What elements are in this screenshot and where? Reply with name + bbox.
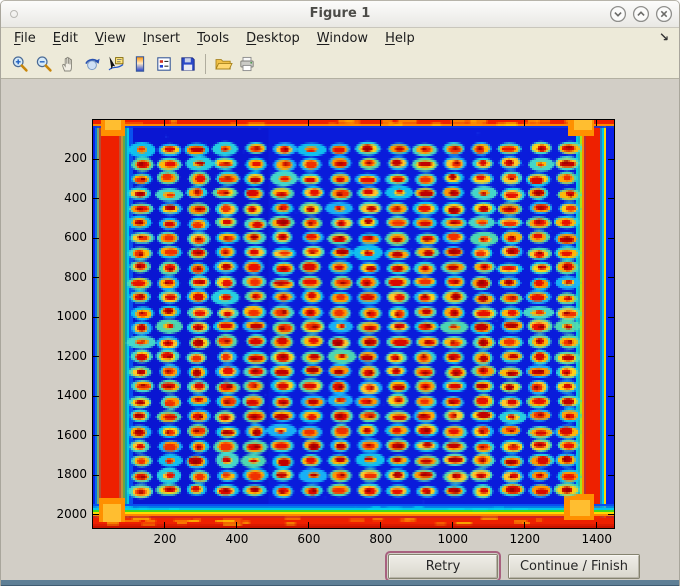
legend-icon	[157, 56, 171, 71]
insert-colorbar-button[interactable]	[129, 52, 151, 76]
dock-figure-icon[interactable]: ↘	[658, 30, 669, 44]
chevron-down-icon	[609, 5, 627, 23]
y-tick-label: 1600	[56, 427, 87, 442]
printer-icon	[240, 56, 254, 71]
zoom-in-button[interactable]	[9, 52, 31, 76]
y-tick-label: 2000	[56, 506, 87, 521]
chevron-up-icon	[632, 5, 650, 23]
y-axis-labels: 200 400 600 800 1000 1200 1400 1600 1800 2000	[39, 120, 87, 528]
save-icon	[181, 56, 195, 71]
microarray-image[interactable]	[93, 120, 614, 528]
rotate-3d-button[interactable]	[81, 52, 103, 76]
close-button[interactable]	[655, 5, 673, 23]
shade-button[interactable]	[609, 5, 627, 23]
toolbar-separator	[205, 53, 206, 74]
menu-window[interactable]: Window	[316, 31, 369, 46]
y-tick-label: 800	[64, 269, 87, 284]
title-bar[interactable]: Figure 1	[1, 1, 679, 28]
y-tick-label: 1200	[56, 348, 87, 363]
maximize-button[interactable]	[632, 5, 650, 23]
insert-legend-button[interactable]	[153, 52, 175, 76]
menu-view[interactable]: View	[94, 31, 126, 46]
data-cursor-button[interactable]	[105, 52, 127, 76]
pan-hand-icon	[62, 56, 72, 71]
window-controls	[609, 5, 673, 23]
y-tick-label: 600	[64, 230, 87, 245]
menu-help[interactable]: Help	[385, 31, 415, 46]
menu-edit[interactable]: Edit	[52, 31, 78, 46]
plot-axes	[92, 119, 615, 529]
window-title: Figure 1	[309, 6, 371, 21]
menu-file[interactable]: File	[14, 31, 36, 46]
menu-desktop[interactable]: Desktop	[246, 31, 300, 46]
x-tick-label: 1200	[509, 532, 541, 546]
menu-bar: File Edit View Insert Tools Desktop Wind…	[1, 28, 679, 49]
x-tick-label: 600	[297, 532, 321, 546]
menu-insert[interactable]: Insert	[142, 31, 181, 46]
zoom-out-icon	[36, 55, 52, 72]
x-tick-label: 1000	[437, 532, 469, 546]
pan-button[interactable]	[57, 52, 79, 76]
rotate-3d-icon	[85, 58, 100, 70]
zoom-out-button[interactable]	[33, 52, 55, 76]
x-tick-label: 400	[225, 532, 249, 546]
print-figure-button[interactable]	[236, 52, 258, 76]
y-tick-label: 1400	[56, 388, 87, 403]
open-file-button[interactable]	[212, 52, 234, 76]
y-tick-label: 1000	[56, 309, 87, 324]
x-tick-label: 800	[369, 532, 393, 546]
y-tick-label: 400	[64, 190, 87, 205]
save-figure-button[interactable]	[177, 52, 199, 76]
retry-button[interactable]: Retry	[385, 551, 501, 582]
close-icon	[655, 5, 673, 23]
continue-finish-button[interactable]: Continue / Finish	[508, 554, 640, 579]
colorbar-icon	[135, 55, 145, 72]
x-tick-label: 200	[153, 532, 177, 546]
window-menu-icon[interactable]	[10, 10, 18, 18]
x-tick-label: 1400	[581, 532, 612, 546]
zoom-in-icon	[12, 55, 28, 72]
menu-tools[interactable]: Tools	[197, 31, 230, 46]
y-tick-label: 200	[64, 151, 87, 166]
data-cursor-icon	[108, 56, 124, 70]
open-folder-icon	[214, 58, 233, 69]
x-axis-labels: 200 400 600 800 1000 1200 1400	[93, 532, 614, 548]
window-bottom-border	[1, 580, 679, 586]
figure-toolbar	[1, 49, 679, 79]
y-tick-label: 1800	[56, 467, 87, 482]
